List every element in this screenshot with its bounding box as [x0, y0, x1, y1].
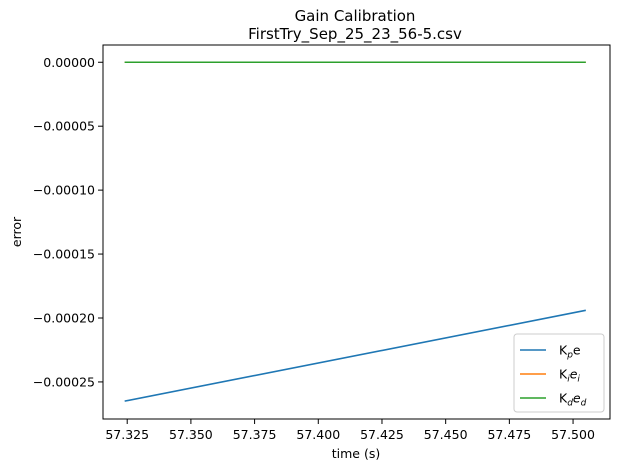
x-tick-label: 57.375 [233, 427, 277, 442]
x-tick-label: 57.350 [169, 427, 213, 442]
chart-title: Gain Calibration [295, 7, 416, 25]
x-tick-label: 57.450 [424, 427, 468, 442]
y-tick-label: −0.00010 [33, 183, 95, 198]
x-tick-label: 57.325 [105, 427, 149, 442]
x-tick-label: 57.500 [551, 427, 595, 442]
legend-box [513, 333, 605, 413]
y-tick-label: −0.00020 [33, 310, 95, 325]
legend-label-kiei: Kiei [559, 367, 580, 385]
y-tick-label: 0.00000 [43, 55, 95, 70]
plot-frame [102, 44, 611, 420]
series-line-kpe [124, 309, 586, 402]
legend-label-kded: Kded [559, 391, 587, 409]
series-layer [124, 61, 586, 402]
y-tick-label: −0.00005 [33, 119, 95, 134]
y-tick-label: −0.00015 [33, 247, 95, 262]
chart-subtitle: FirstTry_Sep_25_23_56-5.csv [248, 25, 462, 44]
x-tick-label: 57.400 [296, 427, 340, 442]
x-tick-label: 57.475 [487, 427, 531, 442]
y-axis: 0.00000 −0.00005 −0.00010 −0.00015 −0.00020 −… [33, 55, 103, 389]
y-tick-label: −0.00025 [33, 374, 95, 389]
x-axis-label: time (s) [332, 446, 380, 461]
y-axis-label: error [9, 216, 24, 247]
plot-area [102, 44, 611, 420]
x-axis: 57.325 57.350 57.375 57.400 57.425 57.450 57.4… [105, 419, 595, 442]
x-tick-label: 57.425 [360, 427, 404, 442]
legend-label-kpe: Kpe [559, 343, 581, 361]
legend: Kpe Kiei Kded [513, 333, 605, 413]
